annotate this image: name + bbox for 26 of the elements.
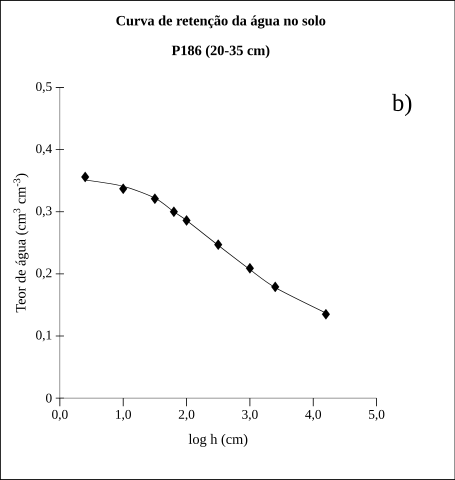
point <box>170 206 178 218</box>
x-tick-label: 0,0 <box>52 410 68 421</box>
x-tick-label: 5,0 <box>368 410 384 421</box>
x-tick-label: 2,0 <box>178 410 194 421</box>
point <box>246 262 254 274</box>
point <box>270 282 280 292</box>
point <box>182 215 190 226</box>
chart-subtitle: P186 (20-35 cm) <box>172 45 270 58</box>
y-tick-label: 0,5 <box>36 82 52 93</box>
point <box>322 308 330 320</box>
x-tick-label: 3,0 <box>242 410 258 421</box>
x-axis-title: log h (cm) <box>188 434 248 447</box>
text: b) <box>392 94 412 116</box>
point <box>150 193 159 204</box>
y-tick-label: 0,2 <box>36 268 52 280</box>
point <box>80 172 90 182</box>
chart-title: Curva de retenção da água no solo <box>116 15 326 28</box>
y-tick-label: 0 <box>46 394 52 403</box>
y-axis-title: Teor de água (cm$^{3}$ cm$^{-3}$) <box>13 174 28 312</box>
x-tick-label: 1,0 <box>116 410 131 421</box>
y-tick-label: 0,4 <box>36 144 52 156</box>
point <box>118 183 128 194</box>
x-tick-label: 4,0 <box>305 410 321 421</box>
y-tick-label: 0,1 <box>36 330 52 342</box>
point <box>214 239 222 250</box>
y-tick-label: 0,3 <box>36 206 52 218</box>
